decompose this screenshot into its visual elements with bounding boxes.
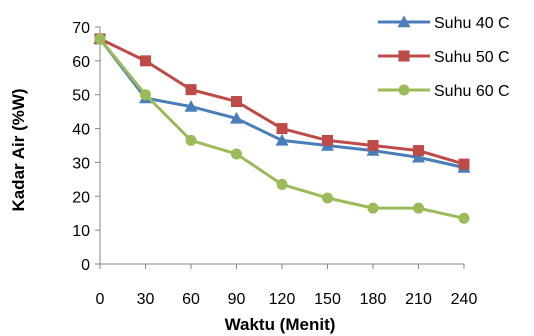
y-tick-label: 30 (72, 155, 90, 172)
data-point (95, 33, 106, 44)
legend-label: Suhu 50 C (434, 49, 510, 66)
data-point (231, 148, 242, 159)
legend-item: Suhu 40 C (378, 15, 510, 32)
y-tick-label: 50 (72, 88, 90, 105)
series-layer (94, 32, 471, 223)
x-tick-label: 30 (137, 291, 155, 308)
data-point (231, 96, 242, 107)
legend-swatch-marker (399, 51, 410, 62)
x-tick-label: 120 (269, 291, 296, 308)
data-point (459, 159, 470, 170)
x-tick-label: 210 (405, 291, 432, 308)
x-tick-label: 90 (228, 291, 246, 308)
y-tick-label: 10 (72, 223, 90, 240)
data-point (459, 213, 470, 224)
y-tick-label: 0 (81, 257, 90, 274)
data-point (140, 55, 151, 66)
legend-label: Suhu 40 C (434, 15, 510, 32)
data-point (368, 140, 379, 151)
data-point (322, 192, 333, 203)
x-tick-label: 60 (182, 291, 200, 308)
data-point (322, 135, 333, 146)
y-tick-label: 60 (72, 54, 90, 71)
x-axis-title: Waktu (Menit) (225, 315, 336, 334)
data-point (413, 145, 424, 156)
legend-label: Suhu 60 C (434, 83, 510, 100)
y-tick-label: 40 (72, 122, 90, 139)
x-tick-label: 150 (314, 291, 341, 308)
x-tick-label: 180 (360, 291, 387, 308)
legend-item: Suhu 60 C (378, 83, 510, 100)
legend-swatch-marker (399, 85, 410, 96)
x-tick-label: 240 (451, 291, 478, 308)
data-point (413, 203, 424, 214)
x-axis-ticks: 0 30 60 90 120 150 180 210 240 (96, 264, 478, 308)
y-axis-title: Kadar Air (%W) (9, 88, 28, 211)
x-tick-label: 0 (96, 291, 105, 308)
y-tick-label: 20 (72, 189, 90, 206)
data-point (186, 84, 197, 95)
y-axis-ticks: 0 10 20 30 40 50 60 70 (72, 20, 100, 274)
data-point (186, 135, 197, 146)
data-point (140, 89, 151, 100)
y-tick-label: 70 (72, 20, 90, 37)
legend: Suhu 40 C Suhu 50 C Suhu 60 C (378, 15, 510, 100)
legend-item: Suhu 50 C (378, 49, 510, 66)
data-point (368, 203, 379, 214)
data-point (277, 179, 288, 190)
data-point (277, 123, 288, 134)
